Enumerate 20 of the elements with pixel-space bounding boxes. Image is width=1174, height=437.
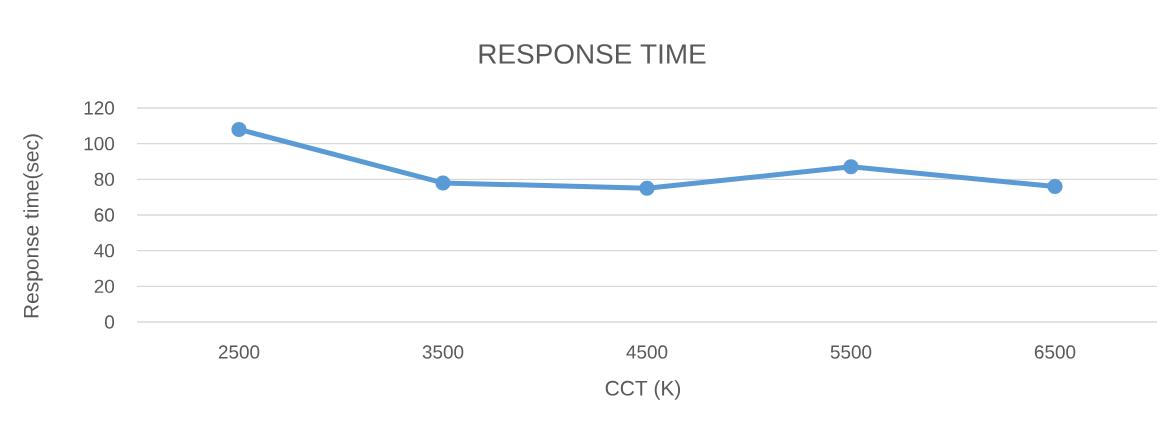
point <box>231 121 247 137</box>
point <box>435 175 451 191</box>
y-tick-label: 120 <box>84 101 115 115</box>
point <box>639 180 655 196</box>
y-tick-label: 100 <box>84 136 115 151</box>
x-axis-title: CCT (K) <box>605 380 681 400</box>
y-tick-label: 0 <box>105 315 115 329</box>
y-tick-label: 60 <box>94 208 115 222</box>
x-tick-label: 2500 <box>218 345 260 359</box>
x-tick-label: 3500 <box>422 345 464 359</box>
x-tick-label: 6500 <box>1034 345 1076 359</box>
y-axis-title: Response time(sec) <box>23 134 43 318</box>
y-tick-label: 20 <box>94 279 115 294</box>
x-tick-label: 5500 <box>830 345 872 359</box>
chart-title: RESPONSE TIME <box>479 44 706 64</box>
x-tick-label: 4500 <box>626 345 668 359</box>
y-tick-label: 80 <box>94 172 115 187</box>
point <box>1047 178 1063 195</box>
point <box>843 159 859 175</box>
y-tick-label: 40 <box>94 243 115 258</box>
